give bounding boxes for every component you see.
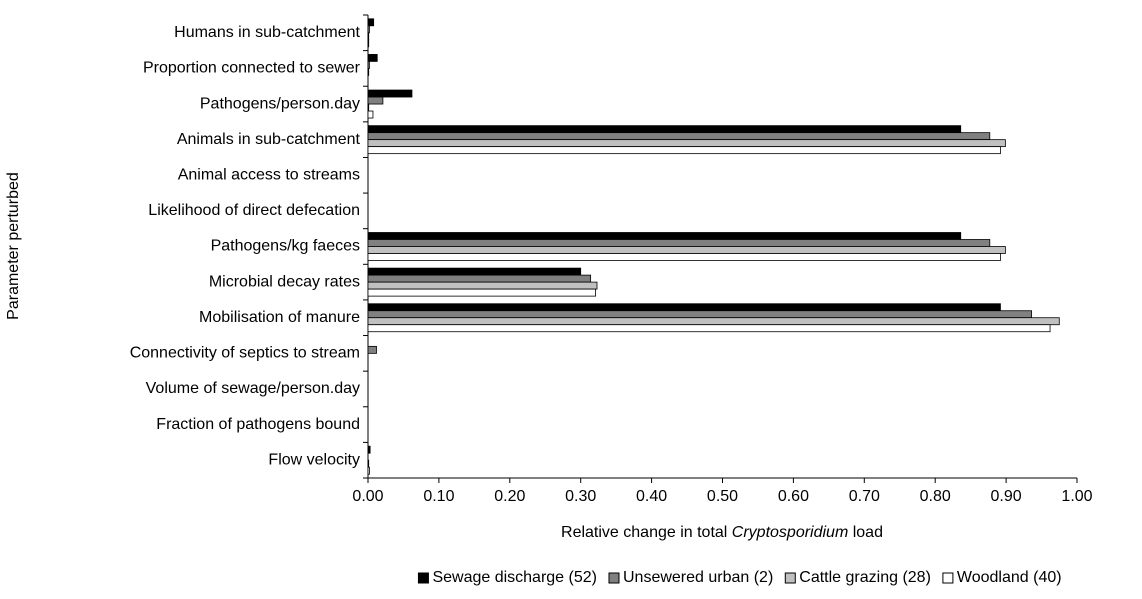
y-tick-label: Animal access to streams [178,166,360,183]
y-tick-label: Humans in sub-catchment [174,24,360,41]
legend-label: Unsewered urban (2) [623,569,773,586]
y-tick-label: Proportion connected to sewer [143,60,361,77]
bar [367,232,962,240]
bar [367,110,374,119]
bar [367,274,592,283]
x-label-part: Cryptosporidium [732,524,848,541]
bar [367,310,1033,319]
y-tick-label: Mobilisation of manure [199,309,360,326]
bar [367,459,370,468]
x-tick-label: 0.50 [707,488,738,505]
x-tick-label: 0.90 [991,488,1022,505]
x-tick-label: 0.70 [849,488,880,505]
legend-swatch [784,572,796,584]
y-tick-label: Likelihood of direct defecation [148,202,360,219]
bar [367,125,962,134]
bar [367,288,596,297]
y-tick-label: Pathogens/kg faeces [211,238,360,255]
bar [367,18,375,27]
bar [367,39,370,48]
x-tick-label: 0.80 [920,488,951,505]
legend-label: Cattle grazing (28) [799,569,931,586]
bar [367,146,1001,155]
bar [367,281,598,290]
legend-label: Woodland (40) [957,569,1062,586]
bar [367,253,1001,261]
y-tick-label: Pathogens/person.day [200,95,360,112]
x-tick-label: 0.20 [494,488,525,505]
y-tick-label: Connectivity of septics to stream [130,345,360,362]
bar [367,303,1001,312]
bar [367,61,370,69]
bar [367,445,371,454]
legend-swatch [417,572,429,584]
x-tick-label: 1.00 [1061,488,1092,505]
y-tick-label: Volume of sewage/person.day [146,380,360,397]
bar [367,89,413,98]
bar [367,103,370,112]
bar [367,246,1006,254]
bar [367,267,582,276]
legend-label: Sewage discharge (52) [432,569,597,586]
legend: Sewage discharge (52) Unsewered urban (2)… [417,569,1062,586]
x-tick-label: 0.60 [778,488,809,505]
y-tick-label: Animals in sub-catchment [177,131,361,148]
x-tick-label: 0.10 [423,488,454,505]
y-tick-label: Fraction of pathogens bound [156,416,360,433]
x-label-part: load [848,524,883,541]
bar [367,139,1006,148]
bar [367,317,1060,326]
x-tick-label: 0.00 [352,488,383,505]
bar [367,466,370,475]
bar [367,324,1051,333]
bar [367,32,370,41]
bar [367,132,991,141]
bar [367,54,378,62]
y-axis-label: Parameter perturbed [5,172,22,320]
bar [367,345,377,354]
legend-swatch [942,572,954,584]
bar [367,96,384,105]
x-tick-label: 0.30 [565,488,596,505]
bar [367,25,370,34]
bar [367,239,991,247]
x-label-part: Relative change in total [561,524,732,541]
bar [367,68,370,76]
x-axis-label: Relative change in total Cryptosporidium… [561,524,883,541]
y-tick-label: Microbial decay rates [209,273,360,290]
y-tick-label: Flow velocity [268,451,360,468]
legend-swatch [608,572,620,584]
x-tick-label: 0.40 [636,488,667,505]
